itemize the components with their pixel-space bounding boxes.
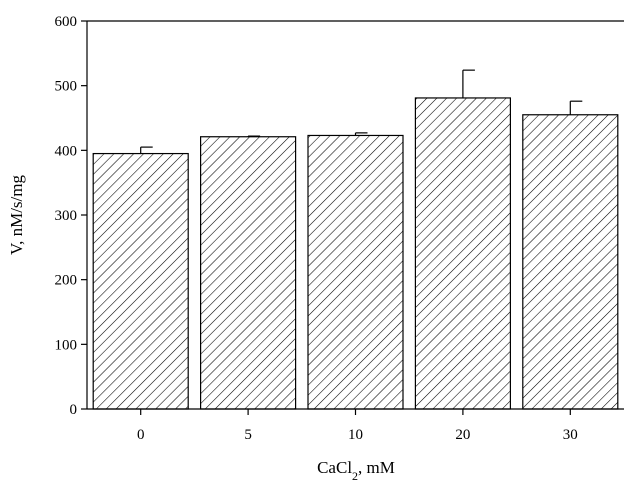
bar	[414, 97, 511, 410]
y-axis-title: V, nM/s/mg	[7, 175, 26, 255]
y-tick-label: 400	[55, 143, 78, 159]
y-axis: 0 100 200 300 400 500 600	[55, 14, 624, 418]
x-axis-title-unit: , mM	[358, 458, 395, 477]
bar	[522, 114, 619, 410]
x-axis-title-subscript: 2	[352, 469, 358, 483]
y-tick-label: 500	[55, 79, 78, 95]
y-tick-label: 100	[55, 337, 78, 353]
bar	[307, 134, 404, 410]
x-tick-label: 10	[348, 427, 363, 443]
x-axis: 0 5 10 20 30	[87, 408, 624, 443]
y-tick-label: 300	[55, 208, 78, 224]
y-tick-label: 200	[55, 273, 78, 289]
error-bars	[140, 69, 583, 154]
y-tick-label: 0	[70, 402, 78, 418]
x-axis-title-main: CaCl	[317, 458, 352, 477]
x-tick-label: 30	[563, 427, 578, 443]
x-axis-title: CaCl2, mM	[317, 458, 395, 483]
bars	[92, 97, 619, 410]
bar	[200, 136, 297, 410]
x-tick-label: 20	[455, 427, 470, 443]
bar	[92, 152, 189, 410]
y-tick-label: 600	[55, 14, 78, 30]
x-tick-label: 0	[137, 427, 145, 443]
x-tick-label: 5	[244, 427, 252, 443]
